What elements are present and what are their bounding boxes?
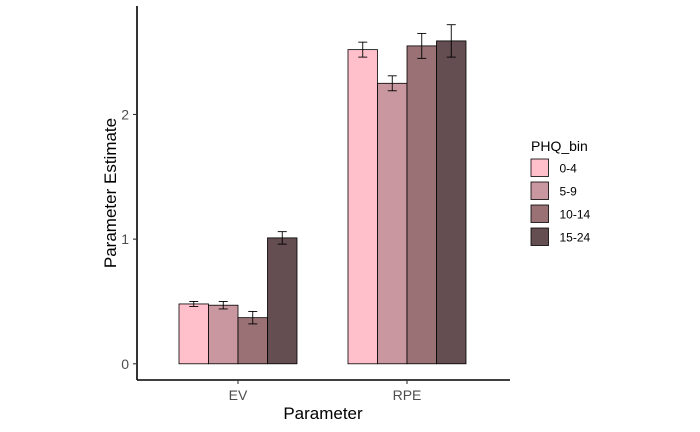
bar-ev-10-14 <box>237 317 268 365</box>
legend: PHQ_bin 0-4 5-9 10-14 15-24 <box>530 138 591 246</box>
plot-area <box>178 24 467 365</box>
legend-key-15-24 <box>530 227 549 246</box>
axes: EV RPE 0 1 2 <box>121 6 510 403</box>
legend-key-5-9 <box>530 181 549 200</box>
y-axis-title: Parameter Estimate <box>101 118 120 268</box>
bar-rpe-10-14 <box>406 45 437 365</box>
x-axis-title: Parameter <box>283 404 363 423</box>
y-tick-label-0: 0 <box>121 356 129 372</box>
legend-label-0-4: 0-4 <box>560 161 578 175</box>
x-tick-label-ev: EV <box>229 387 248 403</box>
bar-ev-15-24 <box>267 237 298 365</box>
legend-key-10-14 <box>530 204 549 223</box>
bar-rpe-5-9 <box>377 82 408 365</box>
bar-ev-0-4 <box>178 303 209 365</box>
legend-label-10-14: 10-14 <box>560 207 591 221</box>
legend-key-0-4 <box>530 158 549 177</box>
legend-label-15-24: 15-24 <box>560 230 591 244</box>
bar-rpe-15-24 <box>436 40 467 365</box>
y-tick-label-1: 1 <box>121 231 129 247</box>
bar-rpe-0-4 <box>347 49 378 365</box>
bar-ev-5-9 <box>208 304 239 365</box>
legend-label-5-9: 5-9 <box>560 184 578 198</box>
y-tick-label-2: 2 <box>121 106 129 122</box>
x-tick-label-rpe: RPE <box>393 387 422 403</box>
legend-title: PHQ_bin <box>531 138 588 154</box>
